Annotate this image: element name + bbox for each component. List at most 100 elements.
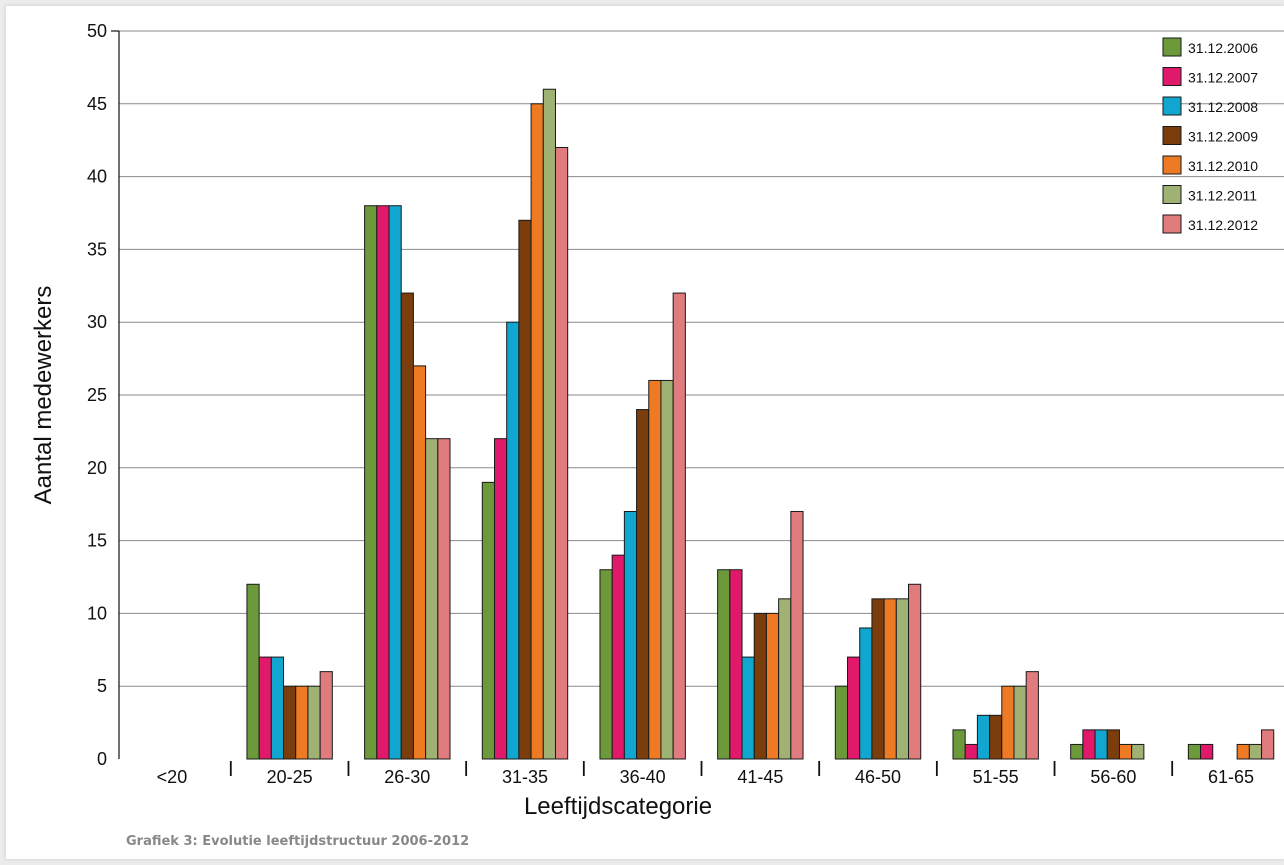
bar — [1118, 743, 1133, 760]
y-tick-label: 10 — [87, 603, 107, 623]
x-tick-label: 56-60 — [1090, 767, 1136, 787]
bar — [319, 671, 333, 760]
bar — [660, 379, 674, 760]
bar — [1261, 729, 1275, 760]
bar — [790, 510, 804, 760]
y-tick-label: 0 — [97, 749, 107, 769]
y-tick-label: 5 — [97, 676, 107, 696]
legend-label: 31.12.2007 — [1188, 70, 1258, 86]
x-tick-label: <20 — [157, 767, 188, 787]
bar — [778, 598, 792, 760]
legend-label: 31.12.2011 — [1188, 188, 1257, 204]
bar — [1070, 743, 1084, 760]
bar — [295, 685, 309, 760]
bar-chart: 0 5 10 15 20 25 30 35 40 45 50 <20 20-25 26-30 31-35 3… — [30, 21, 1284, 820]
bar — [1187, 743, 1202, 760]
y-tick-label: 40 — [87, 167, 107, 187]
bar — [1001, 685, 1015, 760]
y-tick-label: 35 — [87, 239, 107, 259]
bar — [717, 569, 731, 760]
legend-swatch — [1162, 185, 1182, 204]
y-axis-title: Aantal medewerkers — [30, 286, 57, 505]
legend-label: 31.12.2008 — [1188, 99, 1258, 115]
bar — [753, 612, 767, 760]
x-tick-labels: <20 20-25 26-30 31-35 36-40 41-45 46-50 51-55 56… — [157, 767, 1254, 787]
bar — [270, 656, 285, 760]
y-tick-label: 15 — [87, 531, 107, 551]
bar — [518, 219, 532, 760]
y-tick-label: 45 — [87, 94, 107, 114]
chart-caption: Grafiek 3: Evolutie leeftijdstructuur 20… — [126, 834, 470, 849]
bar — [437, 438, 451, 760]
legend: 31.12.2006 31.12.2007 31.12.2008 31.12.2009… — [1162, 37, 1258, 234]
legend-swatch — [1162, 37, 1182, 57]
x-tick-label: 41-45 — [737, 767, 783, 787]
bar — [623, 510, 638, 760]
legend-swatch — [1162, 126, 1182, 145]
bar — [400, 292, 414, 760]
bar — [1236, 743, 1250, 760]
y-tick-label: 20 — [87, 458, 107, 478]
bar — [364, 205, 378, 760]
bar — [952, 729, 966, 760]
legend-swatch — [1162, 214, 1182, 234]
bar — [964, 743, 978, 760]
bar — [908, 583, 922, 760]
bar — [412, 365, 427, 760]
bar — [871, 598, 885, 760]
y-tick-label: 30 — [87, 312, 107, 332]
bar — [895, 598, 910, 760]
bar — [729, 569, 743, 760]
bar — [611, 554, 625, 760]
x-tick-label: 36-40 — [620, 767, 666, 787]
bar — [859, 627, 873, 760]
legend-swatch — [1162, 96, 1182, 116]
bar — [283, 685, 297, 760]
bar — [847, 656, 861, 760]
legend-label: 31.12.2010 — [1188, 158, 1258, 174]
legend-swatch — [1162, 155, 1182, 175]
legend-label: 31.12.2009 — [1188, 129, 1258, 145]
bar — [765, 612, 780, 760]
bar — [1106, 729, 1120, 760]
bar — [648, 379, 662, 760]
legend-label: 31.12.2006 — [1188, 40, 1258, 56]
y-tick-label: 50 — [87, 21, 107, 41]
bar — [258, 656, 272, 760]
bar — [672, 292, 686, 760]
bar — [1013, 685, 1027, 760]
bar — [834, 685, 849, 760]
bar — [506, 321, 520, 760]
x-tick-label: 31-35 — [502, 767, 548, 787]
legend-swatch — [1162, 67, 1182, 86]
x-tick-label: 20-25 — [267, 767, 313, 787]
bar — [246, 583, 260, 760]
bar — [307, 685, 321, 760]
bar — [976, 714, 991, 760]
bar — [1248, 743, 1263, 760]
x-tick-label: 46-50 — [855, 767, 901, 787]
grid-lines — [119, 30, 1284, 687]
axes — [111, 30, 1174, 776]
bar — [741, 656, 755, 760]
bar — [636, 409, 650, 760]
y-tick-labels: 0 5 10 15 20 25 30 35 40 45 50 — [87, 21, 107, 769]
bar — [1025, 671, 1039, 760]
y-tick-label: 25 — [87, 385, 107, 405]
bar — [530, 103, 544, 760]
bar — [376, 205, 390, 760]
bar — [599, 569, 613, 760]
bar — [883, 598, 897, 760]
bar — [1200, 743, 1214, 760]
bar — [989, 714, 1003, 760]
bars — [246, 88, 1275, 760]
bar — [425, 438, 439, 760]
x-tick-label: 61-65 — [1208, 767, 1254, 787]
legend-label: 31.12.2012 — [1188, 217, 1258, 233]
bar — [388, 205, 402, 760]
x-tick-label: 26-30 — [384, 767, 430, 787]
chart-card: 0 5 10 15 20 25 30 35 40 45 50 <20 20-25 26-30 31-35 3… — [6, 6, 1284, 859]
bar — [1082, 729, 1096, 760]
bar — [1131, 743, 1145, 760]
bar — [1094, 729, 1108, 760]
